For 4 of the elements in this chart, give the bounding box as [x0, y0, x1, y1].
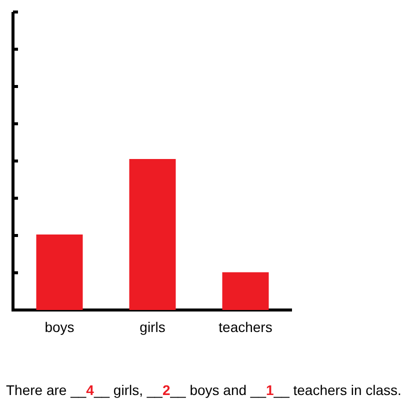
x-tick-label: girls [140, 319, 166, 335]
x-tick-label: boys [44, 319, 74, 335]
x-tick-label: teachers [218, 319, 272, 335]
text: There are __4__ girls, __2__ boys and __1__ teachers in class. [6, 382, 402, 398]
